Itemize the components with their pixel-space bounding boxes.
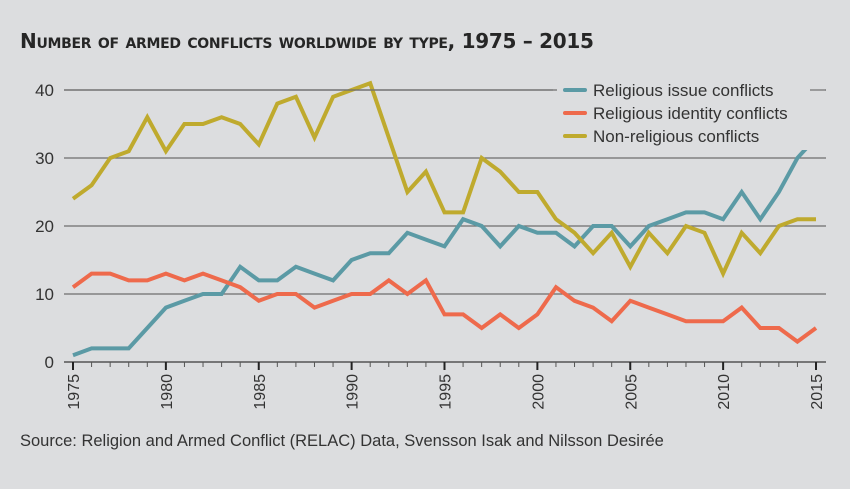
x-tick-label: 2000 [530, 374, 547, 410]
source-note: Source: Religion and Armed Conflict (REL… [20, 432, 664, 450]
series-line-religious-identity-conflicts [71, 271, 818, 345]
legend: Religious issue conflicts Religious ident… [64, 76, 826, 150]
y-tick-label: 20 [35, 217, 54, 236]
x-tick-label: 2015 [809, 374, 826, 410]
y-tick-label: 10 [35, 285, 54, 304]
x-tick-label: 2010 [716, 374, 733, 410]
x-tick-label: 1985 [252, 374, 269, 410]
x-tick-label: 1975 [66, 374, 83, 410]
chart-title: Number of armed conflicts worldwide by t… [20, 29, 594, 53]
data-series [71, 80, 818, 358]
x-tick-label: 1990 [345, 374, 362, 410]
x-tick-label: 2005 [623, 374, 640, 410]
x-tick-label: 1980 [159, 374, 176, 410]
x-tick-label: 1995 [438, 374, 455, 410]
legend-background [557, 76, 825, 150]
y-tick-label: 0 [45, 353, 54, 372]
legend-label: Religious identity conflicts [593, 104, 788, 123]
legend-label: Religious issue conflicts [593, 81, 773, 100]
x-axis [64, 361, 826, 370]
series-line-religious-issue-conflicts [72, 136, 818, 358]
y-tick-label: 30 [35, 149, 54, 168]
y-axis-labels: 0 10 20 30 40 [35, 81, 54, 372]
series-line-non-religious-conflicts [71, 80, 816, 279]
x-axis-labels: 1975 1980 1985 1990 1995 2000 2005 2010 2015 [66, 374, 826, 410]
legend-label: Non-religious conflicts [593, 127, 759, 146]
y-tick-label: 40 [35, 81, 54, 100]
